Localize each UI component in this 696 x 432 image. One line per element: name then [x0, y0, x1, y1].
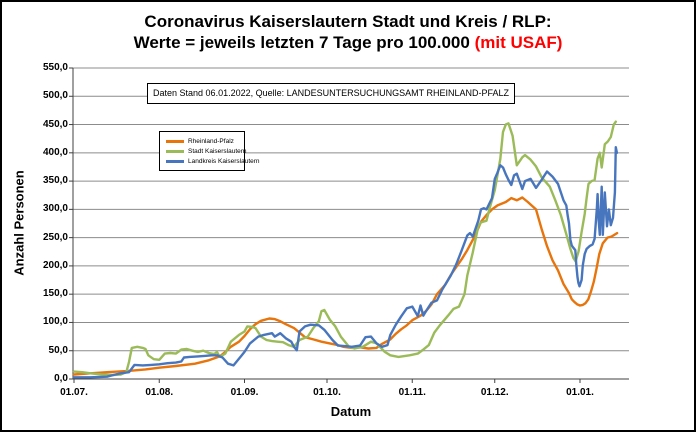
legend-item: Landkreis Kaiserslautern [166, 156, 260, 166]
series-line-stadt-kaiserslautern [72, 120, 617, 377]
x-tick-label: 01.01. [566, 387, 594, 398]
chart-title-line2: Werte = jeweils letzten 7 Tage pro 100.0… [133, 33, 563, 52]
x-tick-label: 01.09. [230, 387, 259, 398]
legend-line-swatch-landkreis-kaiserslautern [166, 159, 184, 163]
y-tick-label: 150,0 [42, 288, 68, 300]
legend-label: Landkreis Kaiserslautern [188, 157, 260, 165]
y-tick-label: 450,0 [42, 118, 68, 130]
y-tick-label: 200,0 [42, 259, 68, 271]
legend-line-swatch-rheinland-pfalz [166, 139, 184, 143]
y-tick-label: 100,0 [42, 316, 68, 328]
chart-title-line1: Coronavirus Kaiserslautern Stadt und Kre… [144, 12, 552, 31]
y-tick-label: 250,0 [42, 231, 68, 243]
legend-item: Stadt Kaiserslautern [166, 146, 247, 156]
y-tick-label: 400,0 [42, 146, 68, 158]
x-tick-label: 01.10. [313, 387, 341, 398]
y-tick-label: 50,0 [48, 344, 68, 356]
series-line-rheinland-pfalz [72, 196, 619, 376]
legend-label: Stadt Kaiserslautern [188, 147, 247, 155]
legend-label: Rheinland-Pfalz [188, 137, 234, 145]
y-tick-label: 300,0 [42, 203, 68, 215]
x-tick-label: 01.11. [398, 387, 426, 398]
legend-line-swatch-stadt-kaiserslautern [166, 149, 184, 153]
y-tick-label: 550,0 [42, 62, 68, 73]
y-tick-label: 0,0 [54, 373, 68, 384]
x-tick-label: 01.12. [480, 387, 509, 398]
y-tick-label: 500,0 [42, 90, 68, 102]
series-line-landkreis-kaiserslautern [72, 145, 619, 379]
chart-title-red-suffix: (mit USAF) [474, 33, 563, 52]
legend-item: Rheinland-Pfalz [166, 136, 240, 146]
y-axis-title: Anzahl Personen [11, 170, 27, 276]
x-tick-label: 01.08. [145, 387, 174, 398]
y-tick-label: 350,0 [42, 175, 68, 187]
chart-title: Coronavirus Kaiserslautern Stadt und Kre… [2, 11, 694, 53]
chart-legend: Rheinland-Pfalz Stadt Kaiserslautern Lan… [159, 131, 260, 171]
data-source-annotation: Daten Stand 06.01.2022, Quelle: LANDESUN… [147, 83, 515, 104]
x-tick-label: 01.07. [60, 387, 88, 398]
x-axis-title: Datum [330, 404, 372, 419]
